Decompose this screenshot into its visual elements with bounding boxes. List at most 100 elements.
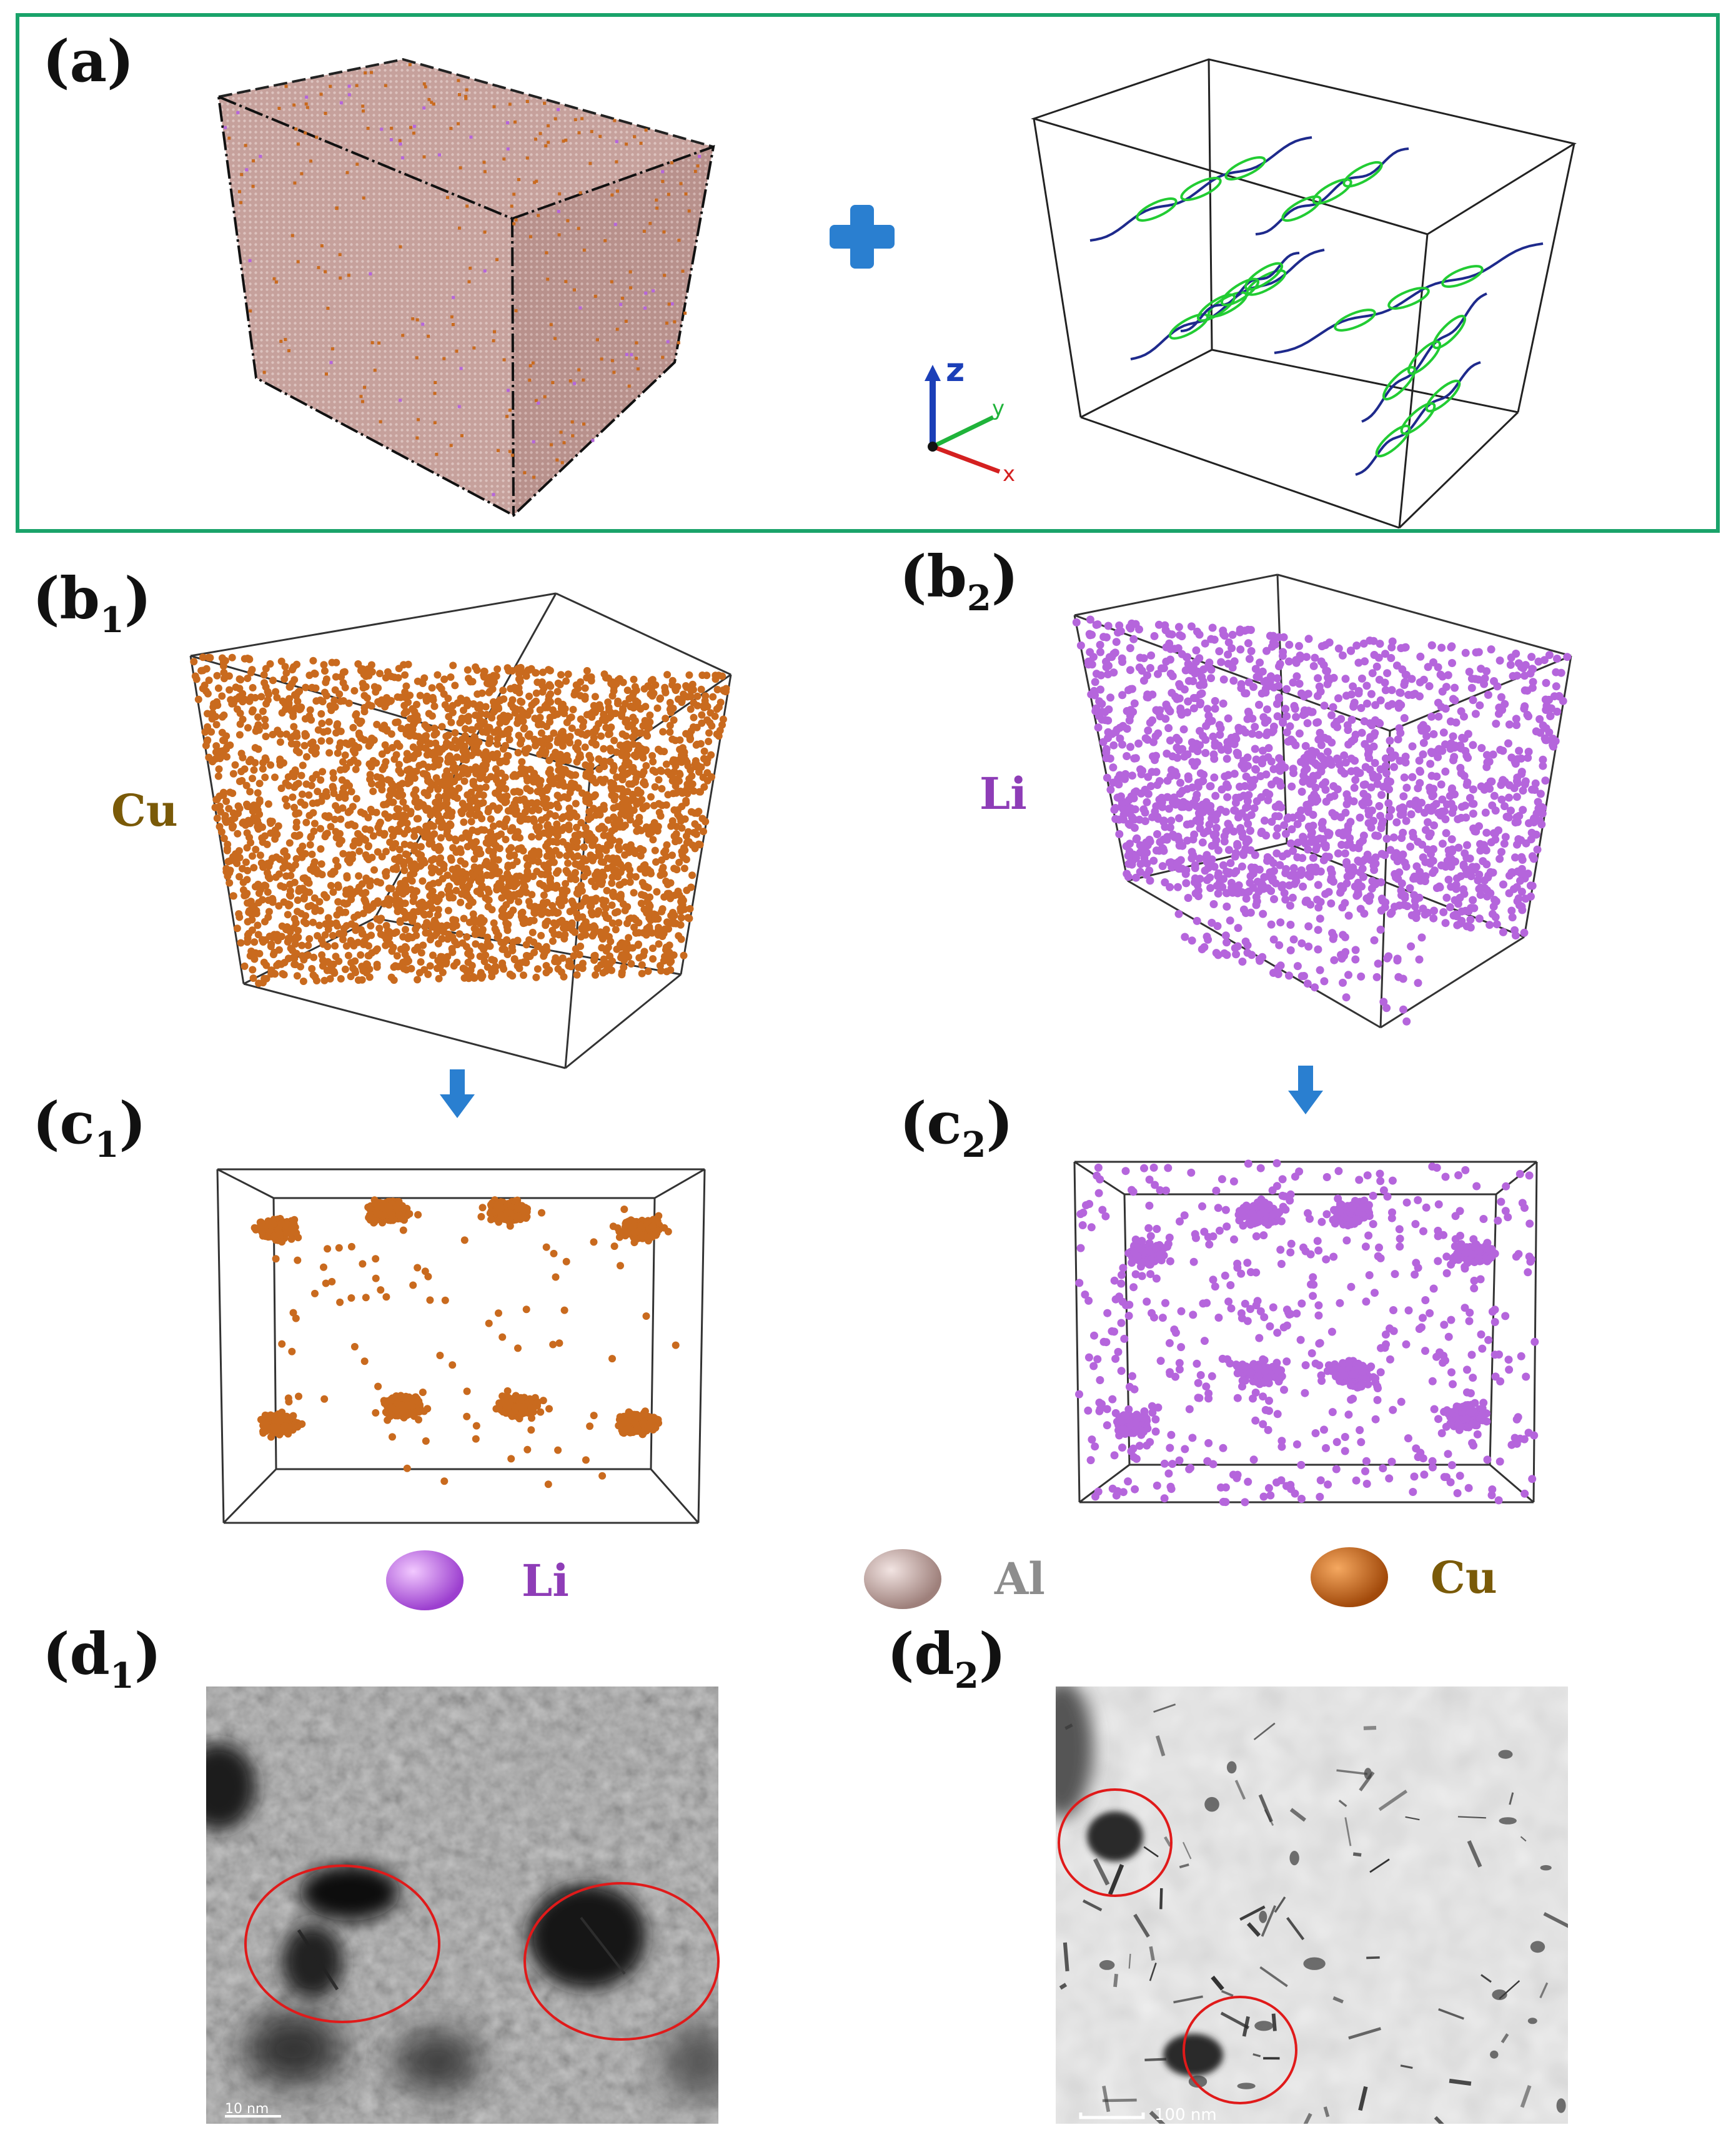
cu-atom [347, 959, 355, 967]
cu-atom [528, 928, 537, 936]
cu-atom [352, 711, 360, 720]
cu-atom [333, 911, 341, 919]
cu-atom [401, 334, 405, 337]
cu-atom [259, 823, 266, 831]
li-atom [1199, 665, 1208, 674]
li-atom [1126, 743, 1134, 751]
cu-atom [458, 810, 466, 818]
cu-atom [626, 878, 634, 886]
cu-atom [505, 852, 513, 860]
cu-atom [670, 161, 673, 165]
cu-atom [567, 713, 575, 721]
cu-atom [520, 882, 528, 890]
li-atom [1397, 834, 1406, 842]
li-atom [1539, 761, 1547, 770]
cu-atom [427, 835, 435, 843]
li-atom [1542, 678, 1550, 687]
cu-atom [422, 770, 430, 778]
cu-atom [369, 832, 377, 840]
cu-atom [391, 962, 399, 970]
li-atom [1256, 772, 1265, 781]
cu-atom [698, 815, 707, 823]
cu-atom [403, 708, 411, 716]
cu-atom [467, 751, 475, 760]
cu-atom [533, 799, 541, 807]
cu-atom [600, 745, 608, 753]
cu-atom [430, 725, 439, 732]
cu-atom [469, 266, 472, 270]
li-atom [1109, 763, 1118, 772]
cu-atom [434, 939, 442, 948]
cu-atom [294, 933, 302, 941]
cu-atom [563, 812, 572, 820]
cu-atom [314, 788, 322, 796]
cu-atom [648, 752, 657, 760]
cu-atom [632, 797, 640, 805]
cu-atom [345, 858, 354, 866]
cu-atom [587, 755, 595, 763]
cu-atom [526, 786, 534, 795]
cu-atom [683, 783, 692, 791]
li-atom [1463, 778, 1472, 787]
cu-atom [213, 698, 221, 706]
cu-atom [390, 828, 399, 836]
cu-atom [645, 724, 653, 731]
cu-atom [610, 687, 618, 695]
cu-atom [242, 858, 250, 866]
li-atom [1150, 632, 1159, 640]
dislocation-loop [1342, 161, 1383, 188]
cu-atom [464, 958, 472, 966]
cu-atom [469, 780, 477, 788]
li-atom [1252, 797, 1261, 806]
cu-atom [206, 654, 214, 661]
cu-atom [369, 787, 377, 795]
cu-atom [494, 740, 502, 748]
cu-atom [533, 965, 542, 973]
li-atom [1386, 736, 1394, 745]
cu-atom [412, 131, 415, 135]
li-atom [1512, 721, 1521, 730]
dislocation-loop [1425, 379, 1461, 413]
cu-atom [322, 920, 330, 928]
li-atom [1386, 746, 1395, 755]
cu-atom [564, 138, 568, 142]
cu-atom [453, 794, 461, 802]
cu-atom [262, 665, 270, 673]
cu-atom [570, 420, 574, 424]
cu-atom [409, 705, 417, 713]
cu-atom [588, 932, 597, 940]
cu-atom [454, 699, 462, 707]
cu-atom [670, 806, 678, 814]
li-atom [1135, 663, 1144, 672]
cu-atom [514, 309, 518, 312]
li-atom [1451, 857, 1459, 866]
cu-atom [249, 684, 257, 691]
cu-atom [420, 674, 429, 682]
cu-atom [484, 963, 492, 971]
cu-atom [537, 870, 545, 878]
li-atom [1296, 655, 1304, 663]
cu-atom [662, 688, 670, 696]
cu-atom [629, 286, 633, 290]
cu-atom [553, 117, 557, 121]
li-atom [1327, 711, 1336, 720]
cu-atom [392, 928, 400, 936]
li-atom [1517, 770, 1526, 778]
cu-atom [552, 921, 560, 929]
cu-atom [254, 789, 262, 797]
cu-atom [382, 872, 390, 880]
cu-atom [462, 889, 470, 898]
cu-atom [331, 815, 339, 823]
li-atom [1312, 845, 1320, 854]
li-atom [1545, 651, 1554, 660]
cu-atom [545, 251, 548, 255]
li-atom [1108, 653, 1116, 661]
li-atom [236, 111, 240, 114]
cu-atom [249, 966, 257, 974]
cu-atom [368, 780, 375, 788]
li-atom [1313, 691, 1322, 700]
li-atom [1141, 808, 1149, 817]
cu-atom [571, 688, 579, 696]
li-atom [1442, 893, 1451, 902]
cu-atom [522, 766, 530, 774]
